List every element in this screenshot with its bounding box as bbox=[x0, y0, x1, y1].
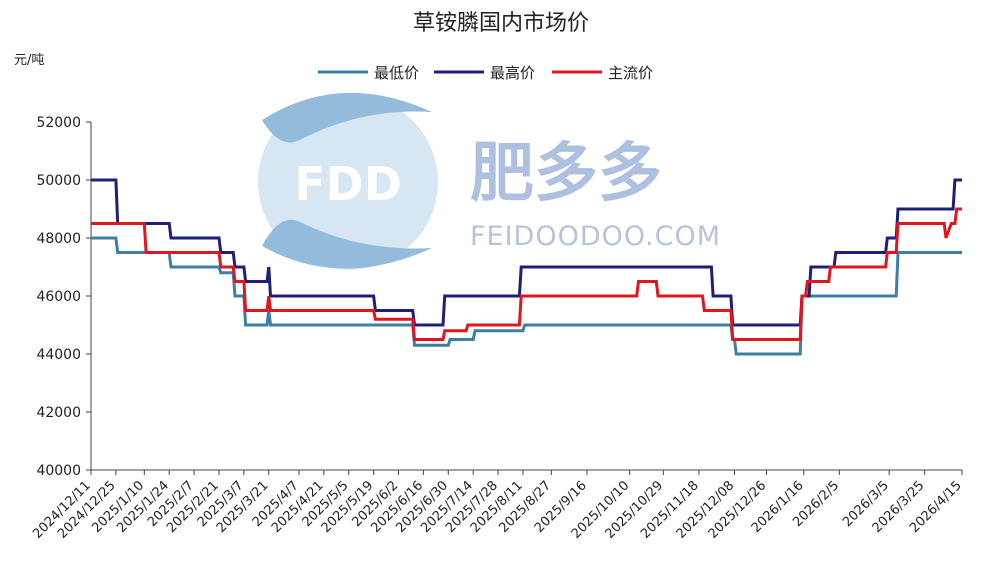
watermark: FDD 肥多多 FEIDOODOO.COM bbox=[258, 92, 721, 270]
watermark-logo-leaf-bottom bbox=[262, 219, 432, 269]
legend-label-3: 主流价 bbox=[608, 64, 653, 82]
legend-label-2: 最高价 bbox=[490, 64, 535, 82]
series-line-2 bbox=[91, 178, 962, 327]
y-tick-label: 46000 bbox=[36, 289, 81, 305]
watermark-brand-url: FEIDOODOO.COM bbox=[470, 221, 721, 252]
y-tick-label: 42000 bbox=[36, 405, 81, 421]
y-tick-label: 50000 bbox=[36, 173, 81, 189]
watermark-brand-text: 肥多多 bbox=[470, 137, 662, 211]
legend: 最低价 最高价 主流价 bbox=[318, 64, 653, 82]
y-tick-label: 40000 bbox=[36, 463, 81, 479]
series-layer bbox=[91, 178, 962, 356]
y-axis-unit-label: 元/吨 bbox=[14, 53, 44, 68]
series-line-3 bbox=[91, 207, 962, 341]
y-tick-label: 48000 bbox=[36, 231, 81, 247]
watermark-logo-leaf-top bbox=[262, 92, 432, 143]
y-tick-label: 52000 bbox=[36, 115, 81, 131]
series-line-1 bbox=[91, 236, 962, 356]
y-tick-label: 44000 bbox=[36, 347, 81, 363]
chart-title: 草铵膦国内市场价 bbox=[413, 11, 589, 36]
watermark-logo-text: FDD bbox=[294, 157, 402, 211]
legend-label-1: 最低价 bbox=[374, 64, 419, 82]
